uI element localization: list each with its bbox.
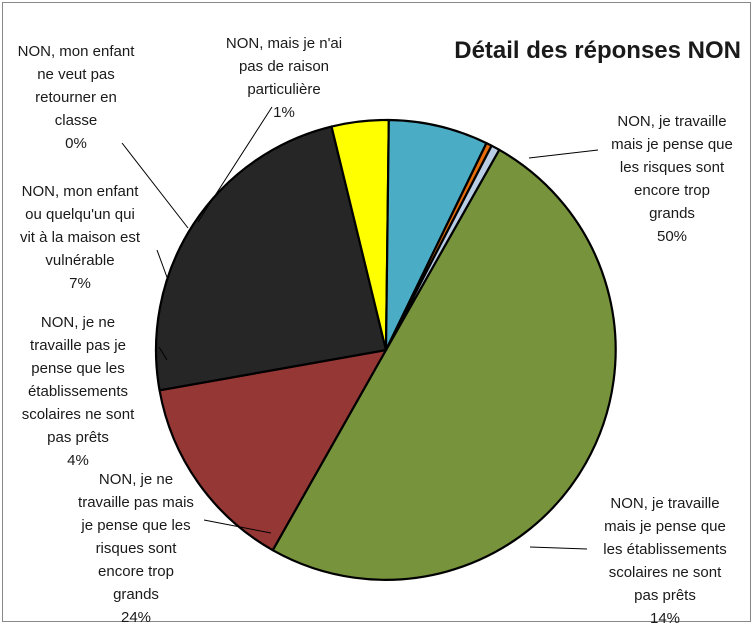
slice-label-line: grands [113, 586, 159, 603]
slice-labels: NON, je travaille mais je pense que les ri… [18, 35, 733, 627]
slice-label: NON, je ne travaille pas mais je pense que… [78, 471, 194, 624]
pie-slice [158, 348, 388, 552]
pie-slice [384, 144, 501, 352]
slice-percent: 7% [69, 275, 91, 292]
slice-label: NON, je travaille mais je pense que les ri… [611, 113, 733, 245]
slice-label-line: les établissements [603, 541, 726, 558]
leader-line [121, 142, 189, 229]
slice-percent: 24% [121, 609, 151, 624]
slice-label-line: scolaires ne sont [22, 406, 135, 423]
leader-line [158, 346, 168, 361]
slice-label-line: encore trop [634, 182, 710, 199]
leader-line [528, 149, 599, 159]
slice-label: NON, je travaille mais je pense que les ét… [603, 495, 726, 624]
slice-label-line: établissements [28, 383, 128, 400]
slice-label-line: travaille pas mais [78, 494, 194, 511]
chart-title: Détail des réponses NON [454, 37, 741, 64]
slice-label-line: particulière [247, 81, 320, 98]
slice-percent: 1% [273, 104, 295, 121]
slice-label-line: encore trop [98, 563, 174, 580]
slice-label-line: NON, je ne [41, 314, 115, 331]
slice-label-line: les risques sont [620, 159, 725, 176]
slice-label-line: scolaires ne sont [609, 564, 722, 581]
slice-label-line: NON, mon enfant [18, 43, 136, 60]
pie-slices [154, 118, 617, 581]
slice-label-line: vit à la maison est [20, 229, 141, 246]
pie-slice [384, 118, 488, 352]
slice-label-line: NON, je ne [99, 471, 173, 488]
slice-label-line: travaille pas je [30, 337, 126, 354]
pie-slice [154, 125, 388, 392]
slice-percent: 14% [650, 610, 680, 624]
leader-line [529, 546, 588, 550]
slice-label-line: NON, mon enfant [22, 183, 140, 200]
slice-label-line: retourner en [35, 89, 117, 106]
slice-label-line: NON, je travaille [617, 113, 726, 130]
slice-label-line: pas prêts [634, 587, 696, 604]
slice-label-line: vulnérable [45, 252, 114, 269]
leader-line [203, 519, 272, 534]
slice-label-line: ou quelqu'un qui [25, 206, 135, 223]
slice-label-line: ne veut pas [37, 66, 115, 83]
slice-label-line: classe [55, 112, 98, 129]
slice-label-line: NON, je travaille [610, 495, 719, 512]
slice-label-line: mais je pense que [611, 136, 733, 153]
leader-line [197, 106, 273, 223]
slice-label-line: pense que les [31, 360, 124, 377]
slice-label: NON, mon enfant ne veut pas retourner en cl… [18, 43, 136, 152]
slice-percent: 0% [65, 135, 87, 152]
slice-label-line: risques sont [96, 540, 178, 557]
leader-line [156, 249, 169, 281]
slice-percent: 4% [67, 452, 89, 469]
slice-percent: 50% [657, 228, 687, 245]
slice-label-line: pas de raison [239, 58, 329, 75]
slice-label: NON, mon enfant ou quelqu'un qui vit à la … [20, 183, 141, 292]
slice-label-line: je pense que les [80, 517, 190, 534]
slice-label-line: mais je pense que [604, 518, 726, 535]
slice-label: NON, je ne travaille pas je pense que les é… [22, 314, 135, 469]
slice-label: NON, mais je n'ai pas de raison particuliè… [226, 35, 342, 121]
slice-label-line: grands [649, 205, 695, 222]
slice-label-line: pas prêts [47, 429, 109, 446]
pie-slice [271, 148, 617, 581]
slice-label-line: NON, mais je n'ai [226, 35, 342, 52]
leader-lines [121, 106, 599, 550]
